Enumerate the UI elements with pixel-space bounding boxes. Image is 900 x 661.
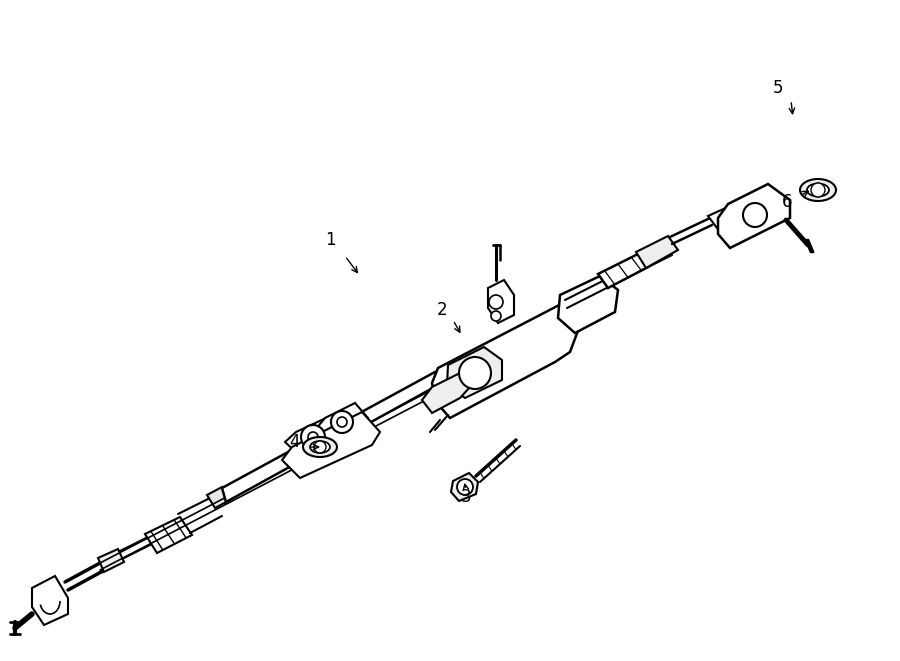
Polygon shape — [598, 254, 648, 288]
Text: 3: 3 — [461, 488, 472, 506]
Polygon shape — [282, 412, 380, 478]
Ellipse shape — [800, 179, 836, 201]
Circle shape — [743, 203, 767, 227]
Text: 1: 1 — [325, 231, 336, 249]
Polygon shape — [447, 347, 502, 398]
Polygon shape — [708, 206, 740, 232]
Circle shape — [308, 432, 318, 442]
Polygon shape — [98, 549, 124, 572]
Ellipse shape — [310, 441, 330, 453]
Polygon shape — [636, 236, 678, 268]
Circle shape — [331, 411, 353, 433]
Polygon shape — [432, 302, 582, 418]
Polygon shape — [32, 576, 68, 625]
Polygon shape — [315, 403, 368, 444]
Polygon shape — [718, 184, 790, 248]
Text: 2: 2 — [436, 301, 447, 319]
Circle shape — [301, 425, 325, 449]
Polygon shape — [451, 473, 478, 501]
Circle shape — [457, 479, 473, 495]
Circle shape — [811, 183, 825, 197]
Polygon shape — [488, 280, 514, 323]
Text: 5: 5 — [773, 79, 783, 97]
Ellipse shape — [807, 184, 829, 196]
Polygon shape — [558, 276, 618, 333]
Text: 6: 6 — [782, 193, 792, 211]
Circle shape — [314, 441, 326, 453]
Circle shape — [491, 311, 501, 321]
Polygon shape — [222, 372, 440, 502]
Polygon shape — [422, 373, 470, 413]
Ellipse shape — [303, 437, 337, 457]
Circle shape — [489, 295, 503, 309]
Polygon shape — [207, 487, 230, 508]
Polygon shape — [145, 517, 192, 553]
Circle shape — [337, 417, 347, 427]
Polygon shape — [285, 418, 340, 456]
Circle shape — [459, 357, 491, 389]
Text: 4: 4 — [290, 433, 301, 451]
